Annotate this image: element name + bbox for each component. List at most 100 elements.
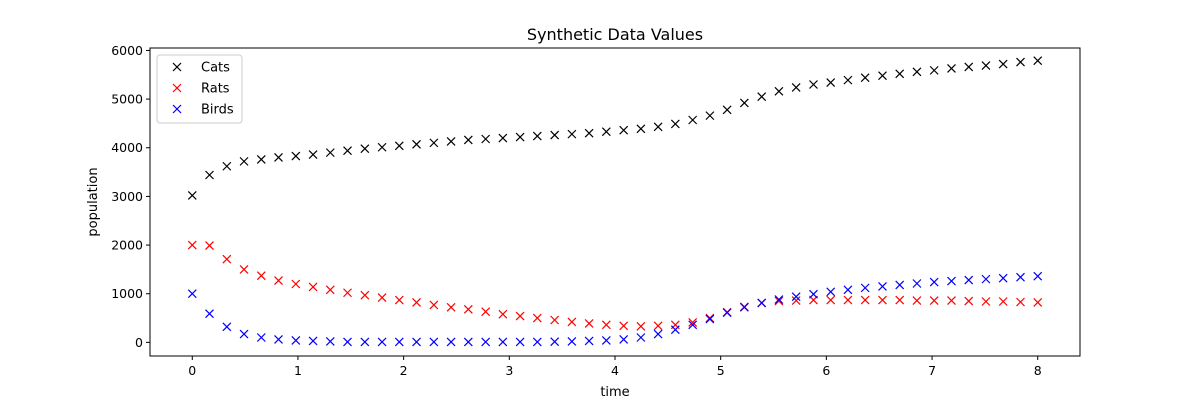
- data-point-birds: [1033, 271, 1043, 281]
- data-point-birds: [187, 289, 197, 299]
- data-point-cats: [774, 86, 784, 96]
- legend: Cats Rats Birds: [156, 54, 243, 124]
- data-point-cats: [187, 191, 197, 200]
- data-point-cats: [964, 62, 974, 72]
- data-point-rats: [222, 254, 232, 264]
- data-point-birds: [377, 337, 387, 347]
- plot-area-frame: [149, 47, 1081, 357]
- data-point-cats: [619, 125, 629, 135]
- data-point-rats: [291, 279, 301, 289]
- data-point-rats: [463, 304, 473, 314]
- data-point-rats: [360, 290, 370, 300]
- data-point-rats: [653, 321, 663, 331]
- data-point-cats: [205, 170, 214, 180]
- data-point-birds: [860, 283, 870, 293]
- data-point-cats: [670, 119, 680, 129]
- data-point-cats: [809, 80, 818, 89]
- data-point-rats: [446, 302, 456, 312]
- data-point-cats: [498, 133, 508, 143]
- data-point-birds: [550, 337, 560, 347]
- series-cats: [187, 56, 1043, 200]
- y-tick-label: 5000: [111, 92, 143, 107]
- data-point-rats: [912, 296, 922, 305]
- data-point-rats: [584, 318, 594, 328]
- legend-marker-birds: [172, 104, 182, 114]
- data-point-cats: [998, 59, 1008, 69]
- data-point-rats: [550, 315, 560, 325]
- data-point-rats: [343, 288, 352, 298]
- x-tick-label: 6: [822, 363, 830, 378]
- y-tick-label: 6000: [111, 43, 143, 58]
- data-point-rats: [498, 309, 508, 319]
- data-point-birds: [532, 337, 542, 347]
- data-point-cats: [584, 128, 594, 138]
- data-point-cats: [308, 150, 318, 159]
- data-point-rats: [981, 297, 991, 306]
- data-point-birds: [515, 337, 525, 347]
- data-point-cats: [826, 78, 836, 87]
- data-point-birds: [688, 320, 698, 330]
- y-tick-label: 1000: [111, 286, 143, 301]
- data-point-birds: [757, 298, 767, 308]
- x-tick-label: 3: [505, 363, 513, 378]
- data-point-rats: [187, 240, 197, 250]
- data-point-cats: [860, 73, 870, 83]
- data-point-birds: [670, 325, 680, 335]
- y-axis: 0 1000 2000 3000 4000 5000 6000: [111, 43, 150, 350]
- data-point-cats: [1016, 57, 1025, 67]
- data-point-rats: [705, 313, 715, 323]
- data-point-rats: [325, 285, 335, 295]
- data-point-cats: [239, 156, 249, 166]
- data-point-birds: [446, 337, 456, 347]
- legend-label-birds: Birds: [201, 103, 234, 118]
- data-point-rats: [567, 317, 577, 327]
- data-point-birds: [274, 335, 283, 344]
- data-point-birds: [584, 336, 594, 346]
- data-point-rats: [791, 296, 801, 305]
- data-point-cats: [791, 82, 801, 92]
- data-point-rats: [878, 295, 887, 305]
- data-point-cats: [463, 135, 473, 145]
- data-point-birds: [895, 280, 905, 290]
- data-point-cats: [947, 64, 956, 73]
- data-point-rats: [688, 318, 698, 327]
- data-point-cats: [912, 67, 922, 77]
- data-point-rats: [774, 296, 784, 306]
- data-point-rats: [308, 282, 318, 292]
- data-point-rats: [205, 241, 214, 250]
- x-tick-label: 4: [611, 363, 619, 378]
- series-rats: [187, 240, 1043, 331]
- data-point-birds: [826, 287, 836, 297]
- data-point-birds: [222, 322, 232, 332]
- data-point-birds: [878, 281, 887, 291]
- data-point-cats: [291, 151, 301, 161]
- data-point-cats: [343, 146, 352, 156]
- data-point-birds: [325, 336, 335, 346]
- data-point-birds: [308, 336, 318, 346]
- data-point-birds: [843, 285, 853, 295]
- data-point-cats: [1033, 56, 1043, 66]
- data-point-cats: [757, 92, 767, 102]
- legend-box: [156, 54, 243, 124]
- data-point-cats: [256, 155, 266, 164]
- y-tick-label: 3000: [111, 189, 143, 204]
- data-point-rats: [274, 276, 283, 286]
- data-point-birds: [498, 337, 508, 347]
- data-point-cats: [394, 141, 404, 151]
- data-point-birds: [619, 335, 629, 344]
- data-point-cats: [601, 127, 611, 137]
- y-axis-label: population: [86, 167, 101, 236]
- data-point-birds: [947, 276, 956, 286]
- legend-label-rats: Rats: [201, 82, 230, 97]
- data-point-cats: [878, 71, 887, 81]
- data-point-rats: [619, 321, 629, 331]
- data-point-cats: [446, 136, 456, 146]
- data-point-birds: [429, 337, 439, 347]
- series-birds: [187, 271, 1043, 347]
- data-point-birds: [343, 337, 352, 347]
- data-point-cats: [688, 115, 698, 125]
- x-tick-label: 2: [400, 363, 408, 378]
- data-point-birds: [567, 336, 577, 346]
- data-point-cats: [515, 132, 525, 142]
